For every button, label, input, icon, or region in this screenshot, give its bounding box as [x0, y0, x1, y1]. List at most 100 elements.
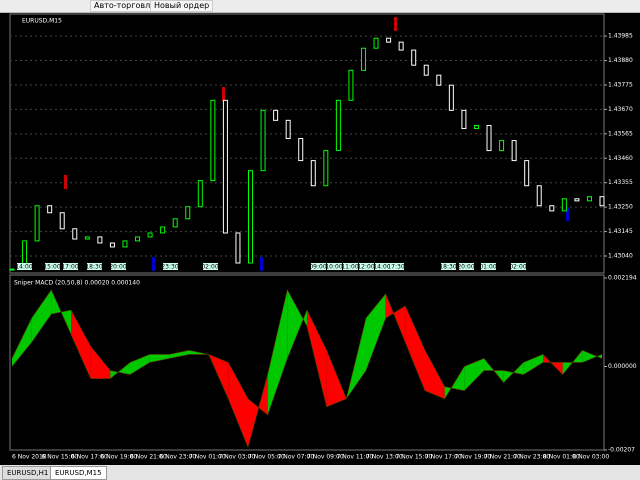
- auto-trading-button[interactable]: Авто-торговля: [90, 0, 159, 12]
- candle: [486, 124, 492, 152]
- time-marker: 18:30: [85, 264, 102, 271]
- chart-title: EURUSD,M15: [22, 18, 62, 25]
- macd-fill: [12, 318, 32, 367]
- macd-fill: [130, 354, 150, 375]
- x-tick-label: 6 Nov 21:00: [130, 454, 167, 461]
- time-marker-box: [87, 263, 102, 270]
- x-tick-label: 7 Nov 17:00: [425, 454, 462, 461]
- y-tick-label: 1.43355: [608, 179, 633, 186]
- x-tick-label: 8 Nov 03:00: [573, 454, 610, 461]
- macd-fill: [149, 354, 170, 363]
- macd-fill: [71, 310, 91, 379]
- candle: [47, 205, 53, 214]
- time-marker-box: [63, 263, 78, 270]
- indicator-frame: [9, 274, 605, 451]
- candle: [586, 196, 592, 202]
- y-tick-label: 1.43040: [608, 253, 633, 260]
- time-marker: 12:00: [357, 264, 374, 271]
- background: [0, 13, 640, 465]
- time-marker-box: [441, 263, 456, 270]
- macd-fill: [326, 350, 347, 407]
- candle: [147, 232, 153, 238]
- time-marker: 09:00: [309, 264, 326, 271]
- candle: [109, 242, 115, 248]
- toolbar: Авто-торговля Новый ордер: [0, 0, 640, 13]
- candle: [84, 236, 90, 240]
- y-tick-label: 1.43565: [608, 130, 633, 137]
- buy-arrow: [152, 257, 155, 271]
- time-marker-box: [511, 263, 526, 270]
- candle: [72, 228, 78, 240]
- candle: [524, 160, 530, 187]
- candle: [59, 212, 65, 230]
- macd-fill: [90, 346, 111, 379]
- x-tick-label: 7 Nov 15:00: [396, 454, 433, 461]
- time-marker-box: [343, 263, 358, 270]
- time-marker-box: [45, 263, 60, 270]
- time-marker: 18:30: [439, 264, 456, 271]
- macd-line: [11, 289, 603, 449]
- x-tick-label: 7 Nov 01:00: [189, 454, 226, 461]
- candle: [97, 236, 103, 244]
- candle: [122, 240, 128, 248]
- candle: [160, 226, 166, 234]
- time-marker: 20:00: [109, 264, 126, 271]
- macd-fill: [366, 293, 386, 371]
- time-marker-box: [311, 263, 326, 270]
- x-tick-label: 7 Nov 19:00: [455, 454, 492, 461]
- x-tick-label: 7 Nov 13:00: [366, 454, 403, 461]
- macd-fill: [307, 310, 327, 407]
- indicator-title: Sniper MACD (20,50,8) 0.00020 0.000140: [14, 280, 140, 287]
- new-order-button[interactable]: Новый ордер: [150, 0, 214, 12]
- y-tick-label: 1.43145: [608, 228, 633, 235]
- candle: [386, 37, 392, 43]
- tab[interactable]: EURUSD,H1: [2, 466, 54, 480]
- x-tick-label: 6 Nov 23:00: [160, 454, 197, 461]
- x-tick-label: 7 Nov 09:00: [307, 454, 344, 461]
- x-tick-label: 7 Nov 21:00: [484, 454, 521, 461]
- macd-fill: [287, 289, 307, 359]
- time-marker: 11:00: [341, 264, 358, 271]
- candle: [499, 140, 505, 152]
- candle: [323, 150, 329, 187]
- macd-fill: [582, 350, 602, 363]
- x-tick-label: 8 Nov 01:00: [543, 454, 580, 461]
- candle: [172, 218, 178, 228]
- time-marker-box: [359, 263, 374, 270]
- sell-arrow: [64, 175, 67, 189]
- candle: [599, 196, 605, 207]
- time-marker-box: [327, 263, 342, 270]
- y-tick-label: -0.00207: [608, 447, 635, 454]
- candle: [549, 205, 555, 212]
- macd-fill: [267, 289, 288, 415]
- candle: [210, 99, 216, 182]
- time-marker: 10:00: [325, 264, 342, 271]
- macd-fill: [464, 358, 484, 391]
- time-marker: 14:00: [373, 264, 390, 271]
- candle: [298, 137, 304, 162]
- time-marker: 20:00: [457, 264, 474, 271]
- y-tick-label: 1.43880: [608, 57, 633, 64]
- buy-arrow: [260, 257, 263, 271]
- macd-fill: [228, 362, 248, 448]
- candle: [348, 69, 354, 101]
- macd-fill: [425, 350, 445, 399]
- time-marker: 14:00: [15, 264, 32, 271]
- x-tick-label: 7 Nov 07:00: [278, 454, 315, 461]
- y-tick-label: 1.43775: [608, 81, 633, 88]
- candle: [197, 180, 203, 208]
- candle: [561, 198, 567, 212]
- x-tick-label: 7 Nov 23:00: [514, 454, 551, 461]
- candle: [222, 99, 228, 234]
- macd-fill: [31, 289, 52, 343]
- macd-fill: [405, 305, 425, 391]
- candle: [285, 119, 291, 139]
- tab-bar: EURUSD,H1 EURUSD,M15: [0, 465, 640, 480]
- y-tick-label: 0.002194: [608, 275, 637, 282]
- candle: [9, 268, 15, 271]
- candle: [260, 109, 266, 172]
- x-tick-label: 6 Nov 19:00: [101, 454, 138, 461]
- candle: [473, 124, 479, 129]
- tab[interactable]: EURUSD,M15: [50, 466, 107, 480]
- macd-line: [11, 305, 603, 416]
